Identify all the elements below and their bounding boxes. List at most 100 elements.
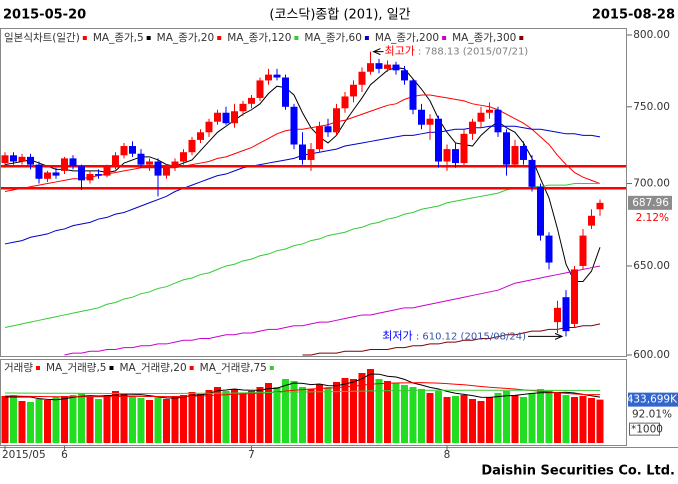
volume-bar (120, 393, 128, 443)
candle-body (392, 64, 400, 71)
price-plot (1, 51, 626, 356)
legend-swatch (217, 36, 222, 40)
price-panel (0, 28, 627, 357)
volume-bar (256, 387, 264, 443)
candle-body (120, 146, 128, 156)
volume-bar (129, 396, 136, 443)
legend-swatch (82, 36, 87, 40)
candle-body (44, 172, 51, 179)
unit-box (629, 422, 660, 436)
volume-bar (341, 378, 349, 443)
legend-label: MA_종가,20 (157, 32, 215, 44)
volume-bar (520, 397, 527, 443)
candle-body (401, 70, 408, 81)
volume-bar (554, 393, 561, 443)
volume-bar (231, 389, 238, 443)
candle-body (273, 74, 281, 78)
candle-body (78, 166, 85, 181)
candle-body (248, 97, 255, 104)
volume-bar (596, 399, 604, 443)
candle-body (256, 80, 264, 98)
volume-bar (27, 402, 34, 443)
volume-bar (477, 401, 485, 443)
volume-bar (418, 389, 425, 443)
candle-body (375, 63, 383, 69)
legend-label: MA_거래량,20 (119, 362, 186, 374)
candle-body (571, 269, 578, 324)
volume-bar (401, 385, 408, 443)
ma-line (5, 373, 601, 401)
candle-body (265, 74, 272, 81)
candle-body (384, 64, 391, 69)
last-price-box (628, 195, 672, 210)
volume-bar (163, 399, 170, 443)
annotation-label: 최저가 (382, 329, 412, 342)
volume-bar (316, 384, 323, 443)
volume-bar (205, 390, 213, 443)
volume-bar (69, 395, 77, 443)
volume-bar (486, 397, 493, 443)
unit-label: *1000 (631, 424, 663, 436)
x-tick-label: 6 (61, 449, 68, 461)
volume-bar (503, 391, 510, 443)
candle-body (290, 106, 298, 145)
candle-body (324, 126, 332, 133)
volume-bar (350, 379, 357, 443)
candle-body (562, 297, 570, 332)
candle-body (545, 235, 553, 263)
ma-line (64, 265, 601, 356)
legend-label: 거래량 (4, 362, 33, 374)
ma-line (4, 183, 600, 329)
volume-bar (273, 387, 281, 443)
candle-body (537, 186, 544, 236)
y-tick-label: 700.00 (633, 178, 670, 190)
y-tick-label: 650.00 (633, 260, 670, 272)
candle-body (350, 84, 357, 97)
volume-bar (409, 387, 417, 443)
ratio-label: 92.01% (632, 409, 672, 421)
volume-bar (61, 396, 68, 443)
legend-label: 일본식차트(일간) (4, 31, 80, 44)
candle-body (10, 155, 17, 162)
legend-swatch (109, 366, 114, 370)
x-tick-label: 7 (248, 449, 255, 461)
candle-body (35, 164, 43, 179)
candle-body (596, 202, 604, 210)
candle-body (435, 118, 442, 162)
candle-body (460, 133, 468, 164)
volume-bar (511, 395, 519, 443)
candle-body (503, 132, 510, 165)
volume-bar (222, 391, 230, 443)
annotation-text: : 610.12 (2015/08/24) (413, 331, 526, 342)
candle-body (579, 235, 587, 266)
volume-bar (188, 392, 196, 443)
volume-bar (103, 395, 111, 443)
candle-body (307, 149, 315, 160)
annotation-text: : 788.13 (2015/07/21) (415, 47, 528, 58)
volume-bar (78, 393, 85, 443)
volume-bar (10, 395, 17, 443)
candle-body (197, 132, 204, 140)
legend-swatch (364, 36, 369, 40)
volume-bar (290, 381, 298, 443)
change-label: 2.12% (636, 212, 669, 224)
volume-bar (137, 398, 145, 443)
ma-line (302, 323, 601, 356)
candle-body (409, 80, 417, 110)
candle-body (231, 111, 238, 124)
candle-body (426, 118, 434, 125)
candle-body (486, 109, 493, 113)
candle-body (18, 156, 26, 162)
volume-plot (1, 369, 604, 443)
x-tick-label: 8 (444, 449, 451, 461)
candle-body (367, 63, 374, 72)
legend-swatch (35, 366, 40, 370)
volume-bar (146, 400, 153, 443)
candle-body (1, 155, 9, 164)
legend-label: MA_거래량,75 (200, 362, 267, 374)
candle-body (528, 159, 536, 187)
volume-bar (35, 399, 43, 443)
candle-body (86, 174, 94, 181)
volume-bar (494, 393, 502, 443)
